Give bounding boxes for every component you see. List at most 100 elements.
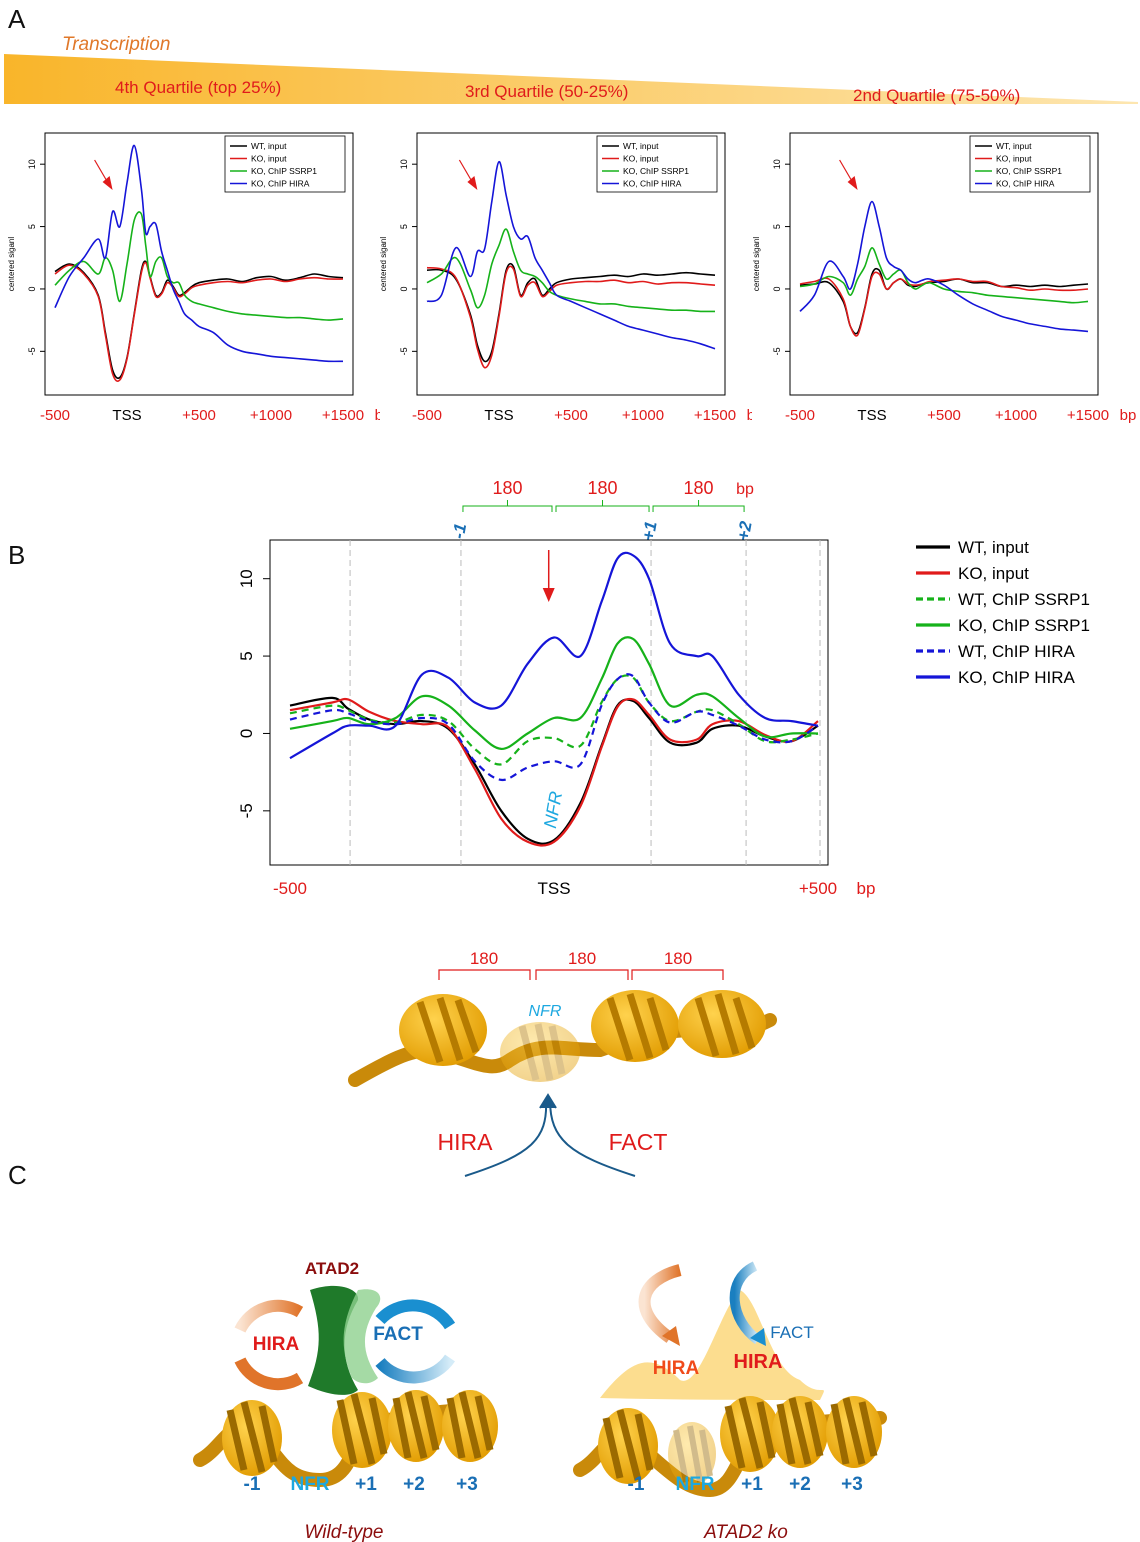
quartile-label-3: 3rd Quartile (50-25%) (465, 82, 629, 101)
wt-pos-nfr: NFR (290, 1474, 329, 1495)
x-tick-label: +500 (799, 879, 837, 898)
schematic-spacing-2: 180 (568, 949, 596, 968)
x-tick-label: TSS (537, 879, 570, 898)
atad2-shape (308, 1285, 359, 1395)
wt-pos-plus1: +1 (355, 1474, 377, 1495)
ko-nucleosome-plus3 (826, 1396, 882, 1468)
legend-entry: KO, input (251, 154, 287, 164)
series-line (426, 228, 716, 313)
x-tick-label: -500 (412, 407, 442, 424)
wt-nucleosome-plus3 (442, 1390, 498, 1462)
wt-hira-label: HIRA (253, 1334, 300, 1355)
ko-fact-label: FACT (770, 1323, 813, 1342)
spacing-bracket (652, 505, 745, 512)
series-line (799, 247, 1089, 304)
y-tick-label: 5 (399, 224, 409, 229)
series-line (426, 262, 716, 363)
x-tick-label: -500 (40, 407, 70, 424)
schematic-fact-label: FACT (609, 1129, 668, 1155)
x-unit-label: bp (375, 407, 380, 424)
ko-pos-plus1: +1 (741, 1474, 763, 1495)
nfr-label: NFR (540, 790, 566, 830)
model-wild-type: ATAD2 HIRA FACT -1 NFR +1 +2 +3 Wild-typ… (193, 1259, 498, 1542)
y-tick-label: -5 (237, 803, 256, 818)
legend-entry: KO, input (623, 154, 659, 164)
transcription-gradient (4, 54, 1138, 104)
x-tick-label: +1500 (1067, 407, 1109, 424)
y-tick-label: 10 (27, 159, 37, 169)
spacing-bracket (462, 505, 553, 512)
spacing-brackets (438, 969, 724, 980)
plot-frame (789, 132, 1099, 396)
panel-label-c: C (8, 1160, 27, 1190)
spacing-value: 180 (684, 478, 714, 498)
legend-entry: KO, ChIP SSRP1 (996, 166, 1062, 176)
x-tick-label: +1000 (250, 407, 292, 424)
quartile-label-2: 2nd Quartile (75-50%) (853, 86, 1021, 105)
ko-hira-label-1: HIRA (653, 1358, 700, 1379)
ko-pos-nfr: NFR (675, 1474, 714, 1495)
series-line (54, 211, 344, 321)
nucleosome-minus1 (399, 994, 487, 1066)
legend-entry: KO, ChIP SSRP1 (251, 166, 317, 176)
ko-nucleosome-nfr-faded (668, 1422, 716, 1486)
x-unit-label: bp (857, 879, 876, 898)
wt-nucleosome-plus2 (388, 1390, 444, 1462)
quartile-label-4: 4th Quartile (top 25%) (115, 78, 282, 97)
panel-label-a: A (8, 4, 26, 34)
series-line (54, 261, 344, 382)
legend-entry: WT, input (251, 141, 287, 151)
nucleosome-position-label: -1 (449, 522, 470, 540)
ko-pos-minus1: -1 (628, 1474, 645, 1495)
schematic-hira-label: HIRA (438, 1129, 494, 1155)
spacing-unit: bp (736, 481, 754, 498)
x-tick-label: +1500 (694, 407, 736, 424)
nucleosome-plus2 (678, 990, 766, 1058)
ko-pos-plus2: +2 (789, 1474, 811, 1495)
nucleosome-nfr-faded (500, 1022, 580, 1082)
y-tick-label: 5 (27, 224, 37, 229)
series-line (289, 674, 819, 766)
plot-frame (416, 132, 726, 396)
y-tick-label: 0 (27, 286, 37, 291)
series-line (289, 697, 819, 847)
y-tick-label: 0 (399, 286, 409, 291)
hira-cycle-arrow (234, 1299, 304, 1333)
x-tick-label: +1500 (322, 407, 364, 424)
nucleosome-schematic: 180 180 180 NFR HIRA FACT (348, 949, 777, 1177)
legend-entry: KO, ChIP HIRA (996, 179, 1055, 189)
x-unit-label: bp (747, 407, 752, 424)
wt-fact-label: FACT (373, 1324, 423, 1345)
y-tick-label: 10 (399, 159, 409, 169)
legend-entry: KO, ChIP SSRP1 (958, 616, 1090, 635)
wt-nucleosome-plus1 (332, 1392, 392, 1468)
atad2-label: ATAD2 (305, 1259, 359, 1278)
legend-entry: WT, input (958, 538, 1029, 557)
spacing-value: 180 (492, 478, 522, 498)
legend-entry: KO, ChIP HIRA (958, 668, 1075, 687)
spacing-value: 180 (587, 478, 617, 498)
legend-entry: KO, ChIP HIRA (623, 179, 682, 189)
y-tick-label: -5 (772, 347, 782, 355)
legend-entry: WT, input (623, 141, 659, 151)
x-unit-label: bp (1120, 407, 1137, 424)
y-tick-label: 5 (772, 224, 782, 229)
y-axis-label: centered siganl (752, 237, 761, 291)
ko-caption: ATAD2 ko (703, 1522, 788, 1542)
schematic-spacing-1: 180 (470, 949, 498, 968)
y-axis-label: centered siganl (7, 237, 16, 291)
legend-entry: KO, ChIP SSRP1 (623, 166, 689, 176)
y-axis-label: centered siganl (379, 237, 388, 291)
legend-entry: KO, ChIP HIRA (251, 179, 310, 189)
wt-pos-plus2: +2 (403, 1474, 425, 1495)
legend-entry: KO, input (958, 564, 1029, 583)
legend-entry: WT, ChIP SSRP1 (958, 590, 1090, 609)
y-tick-label: -5 (27, 347, 37, 355)
spacing-bracket (555, 505, 650, 512)
chart-quartile-3: -5 0 5 10 centered siganl -500 TSS +500 +1000 +15… (379, 132, 752, 424)
model-diagram: ATAD2 HIRA FACT -1 NFR +1 +2 +3 Wild-typ… (193, 1259, 887, 1542)
y-tick-label: 5 (237, 651, 256, 660)
series-line (289, 551, 819, 760)
plot-frame (269, 539, 829, 866)
legend-entry: WT, ChIP HIRA (958, 642, 1075, 661)
